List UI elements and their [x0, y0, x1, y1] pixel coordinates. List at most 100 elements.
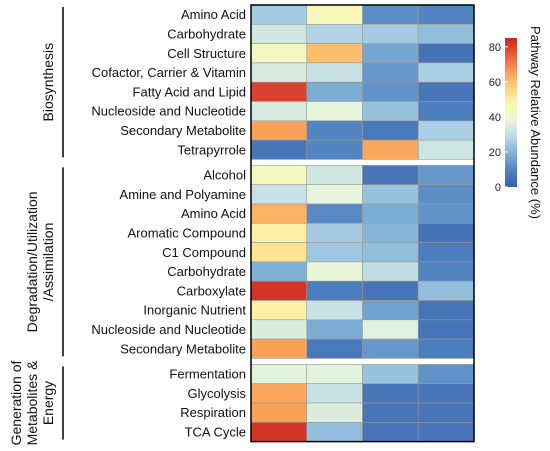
- row-labels: Amino Acid Carbohydrate Cell Structure Cofa…: [91, 7, 246, 439]
- group-label: Generation ofMetabolites &Energy: [8, 360, 56, 445]
- heatmap-cell: [362, 319, 419, 340]
- row-label: Tetrapyrrole: [177, 142, 246, 157]
- group-label-line: /Assimilation: [40, 223, 56, 302]
- heatmap-cell: [362, 338, 419, 359]
- row-label: C1 Compound: [162, 245, 246, 260]
- heatmap-cell: [417, 383, 475, 404]
- heatmap-cell: [250, 383, 308, 404]
- heatmap-cell: [306, 300, 363, 321]
- row-label: TCA Cycle: [185, 424, 246, 439]
- row-label: Fatty Acid and Lipid: [133, 84, 246, 99]
- heatmap-cell: [417, 203, 475, 224]
- heatmap-cell: [417, 242, 475, 263]
- heatmap-cells: [250, 4, 475, 442]
- heatmap-cell: [417, 165, 475, 185]
- heatmap-cell: [250, 184, 308, 205]
- heatmap-cell: [362, 421, 419, 442]
- row-label: Amine and Polyamine: [120, 187, 246, 202]
- row-label: Nucleoside and Nucleotide: [91, 104, 246, 119]
- heatmap-cell: [250, 421, 308, 442]
- heatmap-cell: [362, 62, 419, 83]
- colorbar-tick-label: 80: [489, 42, 501, 54]
- heatmap-cell: [306, 402, 363, 423]
- heatmap-cell: [362, 184, 419, 205]
- heatmap-cell: [250, 338, 308, 359]
- group-labels: Biosynthesis Degradation/Utilization/Assi…: [8, 7, 64, 445]
- row-label: Carbohydrate: [167, 264, 246, 279]
- heatmap-cell: [306, 43, 363, 64]
- heatmap-cell: [362, 300, 419, 321]
- row-label: Amino Acid: [181, 7, 246, 22]
- heatmap-cell: [306, 101, 363, 122]
- row-label: Carbohydrate: [167, 26, 246, 41]
- heatmap-cell: [306, 184, 363, 205]
- heatmap-cell: [417, 23, 475, 44]
- group-label-line: Generation of: [8, 360, 24, 445]
- heatmap-cell: [362, 280, 419, 301]
- colorbar-tick-label: 0: [495, 182, 501, 194]
- heatmap-cell: [362, 4, 419, 25]
- group-label: Degradation/Utilization/Assimilation: [24, 191, 56, 332]
- row-label: Fermentation: [169, 367, 246, 382]
- heatmap-cell: [417, 43, 475, 64]
- heatmap-cell: [306, 280, 363, 301]
- heatmap-cell: [250, 81, 308, 102]
- heatmap-cell: [417, 338, 475, 359]
- heatmap-cell: [417, 261, 475, 282]
- plot-frame: [250, 4, 475, 443]
- row-label: Amino Acid: [181, 206, 246, 221]
- row-label: Secondary Metabolite: [120, 341, 246, 356]
- heatmap-cell: [250, 139, 308, 160]
- heatmap-cell: [306, 165, 363, 185]
- heatmap-cell: [250, 23, 308, 44]
- heatmap-cell: [250, 4, 308, 25]
- row-label: Cell Structure: [167, 46, 246, 61]
- heatmap-cell: [250, 319, 308, 340]
- heatmap-cell: [306, 203, 363, 224]
- heatmap-cell: [306, 223, 363, 243]
- colorbar: 0 20 40 60 80 Pathway Relative Abundance (%): [489, 26, 543, 219]
- row-label: Respiration: [180, 405, 246, 420]
- group-label-line: Energy: [40, 381, 56, 425]
- heatmap-cell: [362, 120, 419, 141]
- heatmap-cell: [362, 23, 419, 44]
- row-label: Nucleoside and Nucleotide: [91, 322, 246, 337]
- heatmap-cell: [417, 62, 475, 83]
- heatmap-cell: [306, 23, 363, 44]
- heatmap-cell: [417, 300, 475, 321]
- heatmap-cell: [362, 81, 419, 102]
- row-label: Alcohol: [203, 168, 246, 183]
- heatmap-cell: [362, 364, 419, 384]
- row-label: Inorganic Nutrient: [143, 303, 246, 318]
- heatmap-cell: [306, 81, 363, 102]
- colorbar-tick-label: 20: [489, 147, 501, 159]
- heatmap-cell: [306, 319, 363, 340]
- heatmap-cell: [306, 242, 363, 263]
- heatmap-cell: [250, 165, 308, 185]
- heatmap-cell: [362, 383, 419, 404]
- heatmap-cell: [362, 223, 419, 243]
- heatmap-cell: [417, 120, 475, 141]
- heatmap-cell: [417, 223, 475, 243]
- row-label: Secondary Metabolite: [120, 123, 246, 138]
- heatmap-cell: [362, 402, 419, 423]
- heatmap-cell: [417, 81, 475, 102]
- row-label: Aromatic Compound: [128, 225, 247, 240]
- heatmap-cell: [250, 402, 308, 423]
- heatmap-cell: [417, 364, 475, 384]
- row-label: Glycolysis: [187, 386, 246, 401]
- heatmap-cell: [250, 280, 308, 301]
- heatmap-cell: [250, 43, 308, 64]
- colorbar-tick-label: 60: [489, 77, 501, 89]
- heatmap-cell: [250, 223, 308, 243]
- colorbar-title: Pathway Relative Abundance (%): [528, 26, 543, 219]
- heatmap-cell: [306, 364, 363, 384]
- heatmap-cell: [362, 139, 419, 160]
- row-label: Cofactor, Carrier & Vitamin: [92, 65, 246, 80]
- heatmap-cell: [306, 62, 363, 83]
- heatmap-cell: [250, 242, 308, 263]
- heatmap-cell: [362, 43, 419, 64]
- colorbar-tick-label: 40: [489, 112, 501, 124]
- heatmap-cell: [362, 203, 419, 224]
